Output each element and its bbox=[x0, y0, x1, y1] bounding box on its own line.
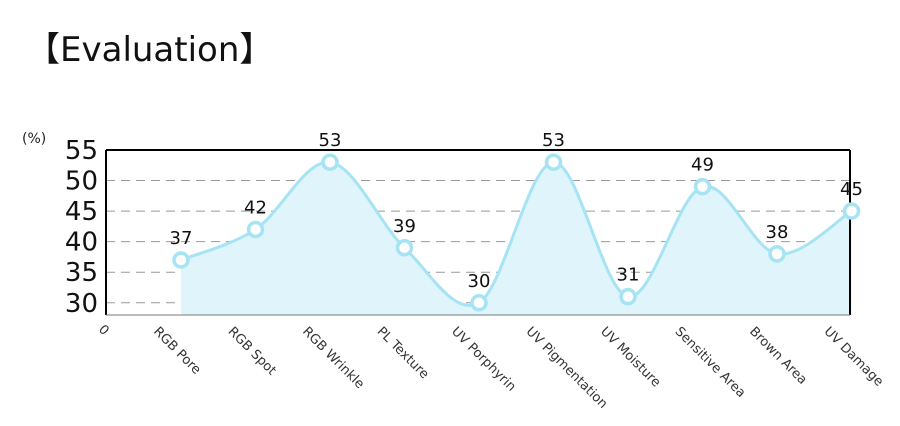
data-point-8 bbox=[768, 245, 786, 263]
data-point-6 bbox=[619, 287, 637, 306]
data-point-9 bbox=[842, 202, 861, 220]
x-tick-label-0: RGB Pore bbox=[150, 324, 203, 377]
y-tick-label-40: 40 bbox=[65, 228, 98, 258]
y-tick-label-30: 30 bbox=[65, 289, 98, 319]
data-label-4: 30 bbox=[468, 271, 491, 292]
data-label-3: 39 bbox=[393, 216, 416, 237]
x-tick-label-3: PL Texture bbox=[374, 324, 432, 382]
data-label-5: 53 bbox=[542, 130, 565, 151]
x-tick-label-6: UV Moisture bbox=[597, 324, 663, 390]
data-label-7: 49 bbox=[691, 155, 714, 176]
x-origin-label: 0 bbox=[95, 322, 111, 338]
data-label-2: 53 bbox=[319, 130, 342, 151]
data-point-0 bbox=[172, 251, 190, 269]
x-tick-label-7: Sensitive Area bbox=[672, 324, 749, 401]
data-point-2 bbox=[321, 153, 339, 171]
axis-layer bbox=[105, 149, 851, 316]
x-tick-label-9: UV Damage bbox=[821, 324, 886, 389]
series-line bbox=[180, 160, 853, 307]
data-point-7 bbox=[693, 177, 712, 196]
data-label-0: 37 bbox=[170, 228, 193, 249]
data-point-5 bbox=[544, 153, 563, 171]
series-area-fill bbox=[181, 162, 852, 315]
page-title: 【Evaluation】 bbox=[26, 30, 274, 70]
y-tick-label-55: 55 bbox=[65, 136, 98, 166]
x-tick-label-5: UV Pigmentation bbox=[523, 324, 611, 412]
data-point-4 bbox=[470, 294, 488, 312]
data-label-1: 42 bbox=[244, 197, 267, 218]
data-label-6: 31 bbox=[617, 265, 640, 286]
x-tick-label-8: Brown Area bbox=[746, 324, 810, 388]
y-unit-label: (%) bbox=[22, 131, 46, 147]
area-layer bbox=[180, 160, 853, 315]
x-tick-label-4: UV Porphyrin bbox=[448, 324, 518, 394]
y-tick-label-35: 35 bbox=[65, 258, 98, 288]
data-point-1 bbox=[246, 220, 265, 239]
x-tick-label-2: RGB Wrinkle bbox=[299, 324, 367, 392]
point-layer bbox=[172, 153, 861, 312]
y-tick-label-50: 50 bbox=[65, 167, 98, 197]
data-point-3 bbox=[395, 239, 414, 257]
data-label-8: 38 bbox=[766, 222, 789, 243]
y-tick-label-45: 45 bbox=[65, 197, 98, 227]
x-tick-label-1: RGB Spot bbox=[225, 324, 279, 378]
data-label-9: 45 bbox=[840, 179, 863, 200]
